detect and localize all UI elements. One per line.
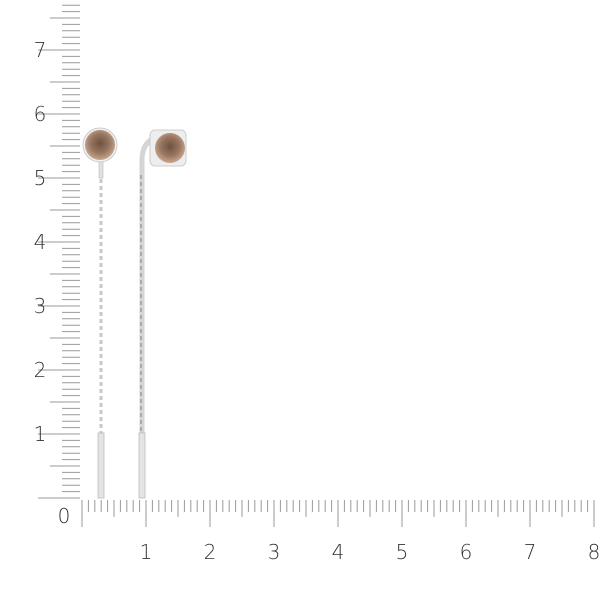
h-ruler-label: 6 <box>459 540 473 564</box>
v-ruler-label: 7 <box>33 38 47 62</box>
v-ruler-label: 1 <box>33 422 47 446</box>
left-earring <box>82 127 118 499</box>
h-ruler-label: 0 <box>57 504 71 528</box>
h-ruler-label: 7 <box>523 540 537 564</box>
h-ruler-label: 2 <box>203 540 217 564</box>
v-ruler-label: 3 <box>33 294 47 318</box>
h-ruler-label: 1 <box>139 540 153 564</box>
h-ruler-label: 5 <box>395 540 409 564</box>
right-earring <box>138 129 187 499</box>
v-ruler-label: 2 <box>33 358 47 382</box>
v-ruler-label: 6 <box>33 102 47 126</box>
h-ruler-label: 8 <box>587 540 600 564</box>
h-ruler-label: 3 <box>267 540 281 564</box>
v-ruler-label: 4 <box>33 230 47 254</box>
h-ruler-label: 4 <box>331 540 345 564</box>
v-ruler-label: 5 <box>33 166 47 190</box>
